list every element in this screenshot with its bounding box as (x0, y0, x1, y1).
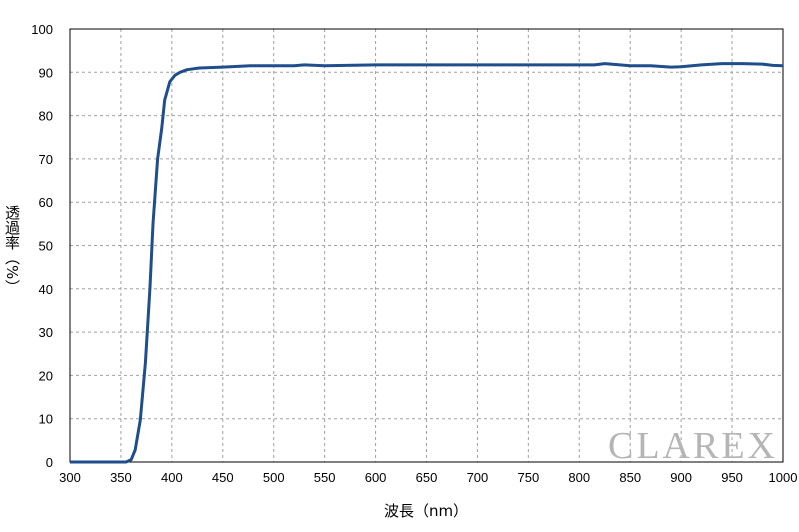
y-tick-label: 100 (31, 22, 53, 37)
x-tick-label: 800 (568, 470, 590, 485)
x-tick-label: 950 (721, 470, 743, 485)
x-tick-label: 700 (467, 470, 489, 485)
plot-frame (69, 28, 784, 463)
x-tick-label: 850 (619, 470, 641, 485)
x-axis-ticks: 300 350 400 450 500 550 600 650 700 750 800 850 900 9… (59, 470, 797, 485)
x-tick-label: 300 (59, 470, 81, 485)
x-tick-label: 750 (518, 470, 540, 485)
x-tick-label: 550 (314, 470, 336, 485)
series-line (70, 62, 784, 464)
clarex-watermark: CLAREX (608, 425, 778, 467)
y-tick-label: 10 (39, 412, 53, 427)
grid (70, 29, 783, 462)
x-tick-label: 900 (670, 470, 692, 485)
y-tick-label: 40 (39, 282, 53, 297)
x-tick-label: 350 (110, 470, 132, 485)
y-tick-label: 0 (46, 455, 53, 470)
x-tick-label: 500 (263, 470, 285, 485)
x-tick-label: 650 (416, 470, 438, 485)
y-tick-label: 20 (39, 368, 53, 383)
x-tick-label: 600 (365, 470, 387, 485)
x-axis-label: 波長（nm） (384, 502, 468, 520)
y-tick-label: 90 (39, 65, 53, 80)
y-tick-label: 50 (39, 239, 53, 254)
y-tick-label: 70 (39, 152, 53, 167)
y-tick-label: 80 (39, 109, 53, 124)
x-tick-label: 450 (212, 470, 234, 485)
y-tick-label: 60 (39, 195, 53, 210)
y-axis-label: 透過率（%） (3, 205, 21, 294)
x-tick-label: 1000 (769, 470, 798, 485)
y-axis-ticks: 0 10 20 30 40 50 60 70 80 90 100 (31, 22, 53, 470)
x-tick-label: 400 (161, 470, 183, 485)
y-tick-label: 30 (39, 325, 53, 340)
